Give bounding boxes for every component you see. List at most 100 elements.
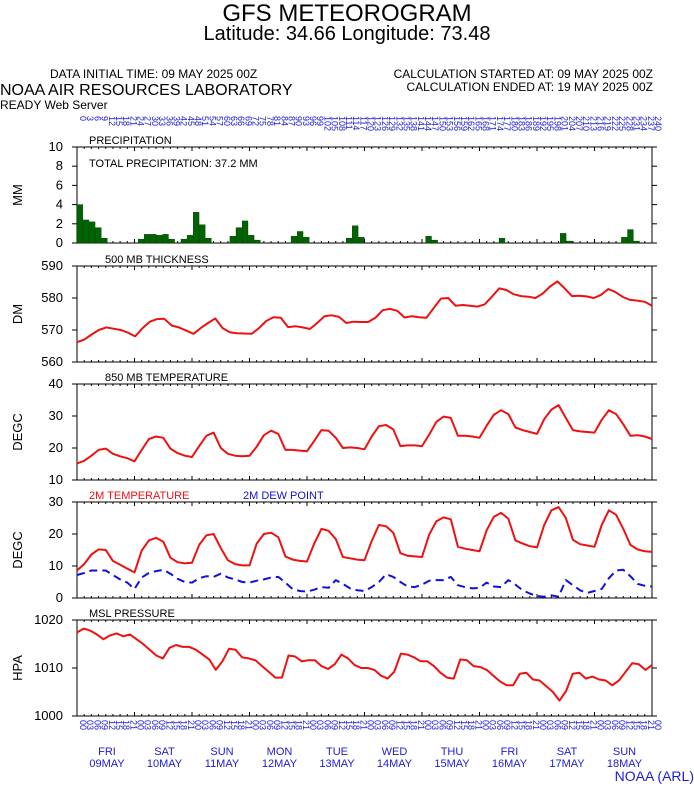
utc-label: 00	[653, 720, 663, 730]
precip-bar	[162, 234, 169, 244]
day-of-week-label: SAT	[557, 746, 578, 758]
y-axis-label: DM	[10, 304, 25, 324]
y-tick-label: 570	[41, 322, 63, 337]
utc-label: 06	[552, 720, 562, 730]
hour-label: 207	[574, 116, 584, 131]
utc-label: 21	[473, 720, 483, 730]
utc-label: 18	[524, 720, 534, 730]
y-tick-label: 1010	[34, 660, 63, 675]
utc-label: 06	[380, 720, 390, 730]
utc-label: 06	[150, 720, 160, 730]
y-tick-label: 4	[56, 197, 63, 212]
hour-label: 177	[502, 116, 512, 131]
precip-bar	[199, 224, 206, 244]
noaa-credit: NOAA (ARL)	[614, 768, 694, 784]
date-label: 15MAY	[434, 758, 470, 770]
hour-label: 210	[581, 116, 591, 131]
day-of-week-label: WED	[382, 746, 408, 758]
day-of-week-label: SAT	[154, 746, 175, 758]
hour-label: 21	[128, 116, 138, 126]
panel-title: MSL PRESSURE	[89, 608, 175, 620]
precip-bar	[95, 227, 102, 244]
panel-title: 850 MB TEMPERATURE	[105, 372, 228, 384]
utc-label: 21	[588, 720, 598, 730]
precip-bar	[254, 239, 261, 244]
hour-label: 159	[459, 116, 469, 131]
precip-bar	[303, 237, 310, 244]
hour-label: 99	[315, 116, 325, 126]
precip-bar	[633, 240, 640, 244]
hour-label: 183	[516, 116, 526, 131]
y-tick-label: 10	[49, 139, 63, 154]
utc-label: 09	[617, 720, 627, 730]
calc-ended: CALCULATION ENDED AT: 19 MAY 2025 00Z	[406, 80, 653, 94]
series-line	[76, 404, 653, 465]
date-label: 14MAY	[377, 758, 413, 770]
day-of-week-label: MON	[267, 746, 293, 758]
utc-label: 12	[337, 720, 347, 730]
precip-bar	[241, 220, 249, 244]
utc-label: 21	[243, 720, 253, 730]
hour-label: 222	[610, 116, 620, 131]
hour-label: 78	[265, 116, 275, 126]
precip-bar	[345, 237, 353, 244]
y-tick-label: 40	[49, 376, 63, 391]
utc-label: 21	[416, 720, 426, 730]
date-label: 11MAY	[205, 758, 240, 770]
utc-label: 18	[179, 720, 189, 730]
utc-label: 18	[466, 720, 476, 730]
hour-label: 195	[545, 116, 555, 131]
hour-label: 42	[179, 116, 189, 126]
hour-label: 126	[380, 116, 390, 131]
precip-bar	[352, 225, 359, 244]
utc-label: 18	[639, 720, 649, 730]
day-of-week-label: TUE	[326, 746, 348, 758]
hour-label: 57	[215, 116, 225, 126]
utc-label: 15	[631, 720, 641, 730]
precip-bar	[297, 231, 304, 244]
precip-bar	[101, 237, 108, 244]
hour-label: 15	[114, 116, 124, 126]
y-tick-label: 6	[56, 177, 63, 192]
hour-label: 231	[631, 116, 641, 131]
hour-label: 60	[222, 116, 232, 126]
hour-label: 219	[603, 116, 613, 131]
y-tick-label: 30	[49, 494, 63, 509]
utc-label: 00	[366, 720, 376, 730]
hour-label: 93	[301, 116, 311, 126]
hour-label: 18	[121, 116, 131, 126]
hour-label: 240	[653, 116, 663, 131]
utc-label: 15	[344, 720, 354, 730]
y-tick-label: 30	[49, 408, 63, 423]
hour-label: 81	[272, 116, 282, 126]
legend-dew-point: 2M DEW POINT	[243, 490, 324, 502]
hour-label: 6	[92, 116, 102, 121]
precip-bar	[137, 238, 145, 244]
utc-label: 03	[545, 720, 555, 730]
hour-label: 30	[150, 116, 160, 126]
hour-label: 165	[473, 116, 483, 131]
hour-label: 0	[78, 116, 88, 121]
hour-label: 63	[229, 116, 239, 126]
y-tick-label: 590	[41, 258, 63, 273]
utc-label: 18	[351, 720, 361, 730]
utc-label: 09	[157, 720, 167, 730]
precip-bar	[621, 237, 628, 244]
utc-label: 03	[315, 720, 325, 730]
hour-label: 33	[157, 116, 167, 126]
y-tick-label: 1020	[34, 612, 63, 627]
precip-bar	[498, 237, 506, 244]
day-of-week-label: FRI	[501, 746, 519, 758]
utc-label: 03	[143, 720, 153, 730]
hour-label: 9	[100, 116, 110, 121]
hour-label: 48	[193, 116, 203, 126]
panel-annotation: TOTAL PRECIPITATION: 37.2 MM	[89, 158, 258, 170]
utc-label: 09	[330, 720, 340, 730]
precip-bar	[431, 239, 438, 244]
hour-label: 204	[567, 116, 577, 131]
utc-label: 06	[207, 720, 217, 730]
hour-label: 87	[286, 116, 296, 126]
panel-frame	[76, 265, 653, 363]
utc-label: 21	[301, 720, 311, 730]
